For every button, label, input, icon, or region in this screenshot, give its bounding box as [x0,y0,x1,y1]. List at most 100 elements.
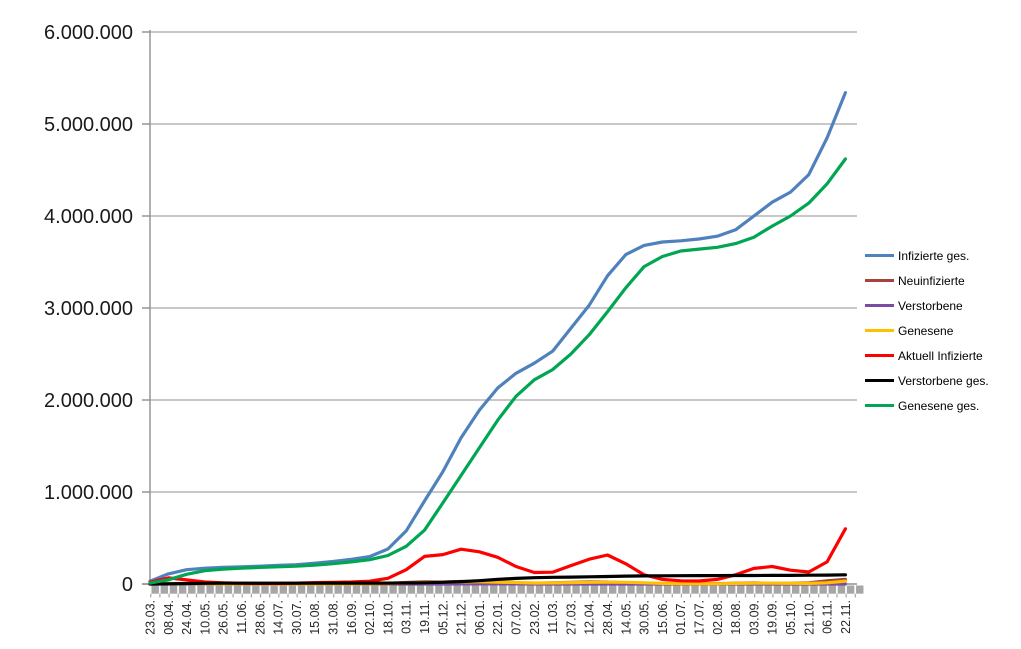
legend-label-verstorbene: Verstorbene [898,298,963,313]
y-axis-label: 0 [122,574,133,596]
x-axis-tick-band-segment [526,585,535,594]
x-axis-label: 05.10. [784,600,798,635]
legend-item-verstorbene[interactable]: Verstorbene [865,293,989,318]
x-axis-tick-band-segment [462,585,470,594]
x-axis-tick-band-segment [444,585,452,594]
x-axis-tick-band-segment [700,585,708,594]
x-axis-tick-band-segment [169,585,178,594]
x-axis-tick-band-segment [856,585,864,594]
x-axis-tick-band-segment [416,585,425,594]
x-axis-label: 05.12. [436,600,450,635]
x-axis-label: 14.07. [272,600,286,635]
legend-swatch-neuinfizierte [865,279,894,282]
x-axis-label: 31.08. [327,600,341,635]
x-axis-label: 03.11. [400,600,414,634]
x-axis-tick-band-segment [773,585,782,594]
x-axis-tick-band-segment [197,585,205,594]
series-line-genesene-ges[interactable] [148,157,848,585]
x-axis-label: 22.11. [839,600,853,634]
x-axis-tick-band-segment [352,585,361,594]
x-axis-label: 17.07. [693,600,707,635]
x-axis-tick-band-segment [673,585,681,594]
x-axis-tick-band-segment [480,585,489,594]
x-axis-tick-band-segment [288,585,297,594]
x-axis-tick-band-segment [782,585,791,594]
x-axis-tick-band-segment [325,585,333,594]
x-axis-tick-band-segment [471,585,480,594]
legend-item-verstorbene-ges[interactable]: Verstorbene ges. [865,368,989,393]
x-axis-label: 11.03. [546,600,560,634]
x-axis-label: 30.05. [638,600,652,635]
legend-item-genesene[interactable]: Genesene [865,318,989,343]
x-axis-tick-band-segment [645,585,653,594]
y-axis-label: 6.000.000 [44,22,133,44]
x-axis-tick-band-segment [490,585,498,594]
y-axis-label: 2.000.000 [44,390,133,412]
x-axis-tick-band-segment [828,585,836,594]
y-axis-label: 4.000.000 [44,206,133,228]
x-axis-tick-band-segment [398,585,406,594]
x-axis-label: 02.08. [711,600,725,635]
series-line-infizierte-ges[interactable] [148,91,848,583]
x-axis-tick-band-segment [233,585,242,594]
x-axis-tick-band-segment [453,585,461,594]
x-axis-label: 08.04. [162,600,176,635]
x-axis-tick-band-segment [764,585,772,594]
x-axis-tick-band-segment [627,585,635,594]
x-axis-tick-band-segment [261,585,269,594]
x-axis-label: 23.03. [144,600,158,635]
x-axis-label: 30.07. [290,600,304,635]
legend-item-genesene-ges[interactable]: Genesene ges. [865,393,989,418]
x-axis-label: 06.01. [473,600,487,635]
x-axis-tick-band-segment [682,585,690,594]
x-axis-tick-band-segment [316,585,324,594]
x-axis-tick-band-segment [792,585,800,594]
x-axis-tick-band-segment [544,585,553,594]
x-axis-tick-band-segment [252,585,260,594]
x-axis-tick-band-segment [618,585,626,594]
x-axis-tick-band-segment [709,585,718,594]
x-axis-label: 16.09. [345,600,359,635]
x-axis-label: 03.09. [747,600,761,635]
x-axis-tick-band-segment [389,585,397,594]
x-axis-tick-band-segment [572,585,580,594]
legend-swatch-verstorbene-ges [865,379,894,382]
x-axis-label: 24.04. [180,600,194,635]
x-axis-label: 26.05. [217,600,231,635]
x-axis-tick-band-segment [654,585,663,594]
x-axis-tick-band-segment [188,585,196,594]
x-axis-label: 01.07. [674,600,688,635]
series-line-verstorbene-ges[interactable] [148,573,848,586]
x-axis-label: 11.06. [235,600,249,634]
x-axis-label: 28.06. [253,600,267,635]
x-axis-tick-band-segment [343,585,352,594]
x-axis-tick-band-segment [517,585,525,594]
x-axis-tick-band-segment [361,585,370,594]
x-axis-tick-band-segment [691,585,699,594]
x-axis-tick-band-segment [581,585,589,594]
x-axis-label: 10.05. [198,600,212,635]
x-axis-label: 14.05. [619,600,633,635]
x-axis-tick-band-segment [508,585,516,594]
legend-swatch-verstorbene [865,304,894,307]
x-axis-tick-band-segment [554,585,562,594]
x-axis-tick-band-segment [599,585,608,594]
x-axis-tick-band-segment [846,585,855,594]
x-axis-label: 18.10. [381,600,395,635]
legend-item-neuinfizierte[interactable]: Neuinfizierte [865,268,989,293]
legend-label-aktuell-infizierte: Aktuell Infizierte [898,348,983,363]
x-axis-tick-band-segment [371,585,379,594]
x-axis-tick-band-segment [535,585,544,594]
x-axis-tick-band-segment [563,585,571,594]
legend-item-infizierte-ges[interactable]: Infizierte ges. [865,243,989,268]
x-axis-tick-band-segment [737,585,745,594]
x-axis-tick-band-segment [407,585,416,594]
x-axis-tick-band-segment [609,585,617,594]
y-axis-label: 5.000.000 [44,114,133,136]
chart-legend: Infizierte ges. Neuinfizierte Verstorbene G… [865,243,989,418]
legend-item-aktuell-infizierte[interactable]: Aktuell Infizierte [865,343,989,368]
legend-swatch-infizierte-ges [865,254,894,257]
x-axis-label: 22.01. [491,600,505,635]
x-axis-tick-band-segment [718,585,727,594]
